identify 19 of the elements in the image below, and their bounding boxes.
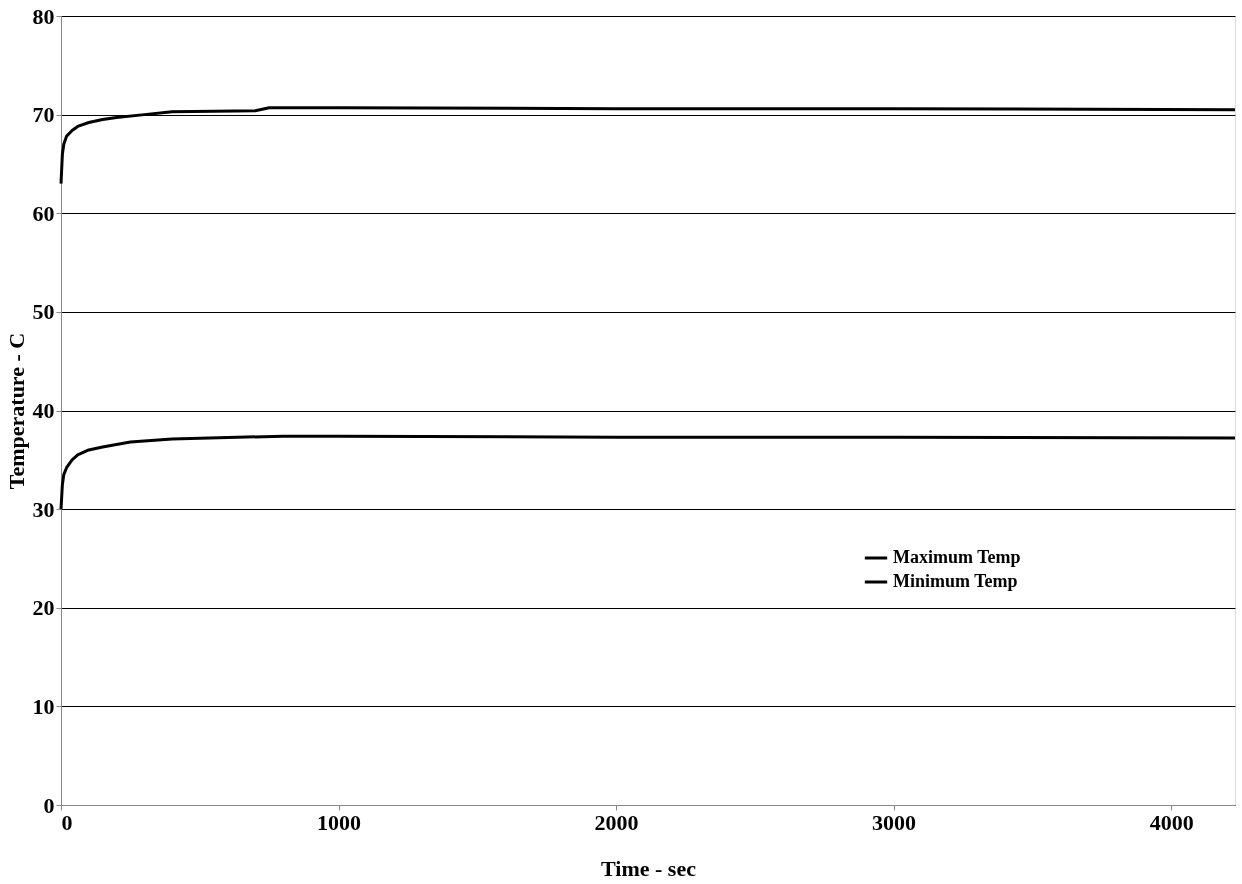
y-tick-label: 10 bbox=[32, 693, 55, 719]
legend-label: Minimum Temp bbox=[893, 571, 1018, 591]
x-axis-title: Time - sec bbox=[601, 855, 697, 881]
y-tick-label: 40 bbox=[32, 398, 55, 423]
y-tick-label: 80 bbox=[32, 3, 55, 29]
y-tick-label: 0 bbox=[43, 792, 55, 818]
y-tick-label: 30 bbox=[32, 496, 55, 522]
x-tick-label: 1000 bbox=[317, 809, 362, 835]
y-tick-label: 50 bbox=[32, 299, 55, 325]
x-tick-label: 4000 bbox=[1149, 809, 1194, 835]
x-tick-label: 3000 bbox=[872, 809, 917, 835]
y-tick-label: 70 bbox=[32, 102, 55, 128]
y-axis-title: Temperature - C bbox=[3, 332, 29, 490]
x-tick-label: 2000 bbox=[594, 809, 639, 835]
line-series bbox=[59, 106, 1237, 186]
legend-label: Maximum Temp bbox=[893, 547, 1021, 567]
x-tick-label: 0 bbox=[61, 809, 73, 835]
y-tick-label: 60 bbox=[32, 200, 55, 226]
y-tick-label: 20 bbox=[32, 595, 55, 621]
